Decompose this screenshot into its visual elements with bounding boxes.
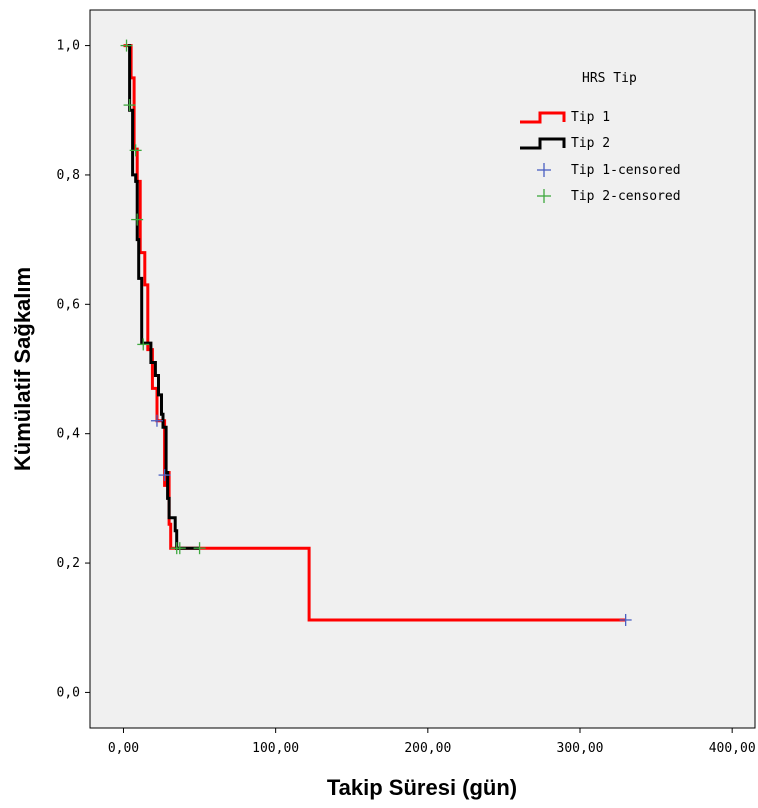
censor-marker-tip-2 bbox=[137, 338, 150, 351]
legend-marker-tip-1-censored bbox=[537, 163, 551, 177]
censor-marker-tip-1 bbox=[619, 613, 632, 626]
legend-swatch-tip-1 bbox=[520, 111, 566, 124]
legend: HRS Tip Tip 1 Tip 2 Tip 1-censored Tip 2… bbox=[520, 71, 681, 204]
y-tick-label: 0,0 bbox=[57, 685, 80, 700]
y-tick-label: 1,0 bbox=[57, 39, 80, 54]
censor-marker-tip-1 bbox=[150, 414, 163, 427]
censor-marker-tip-1 bbox=[158, 469, 171, 482]
censor-marker-tip-2 bbox=[123, 99, 136, 112]
x-tick-label: 200,00 bbox=[404, 741, 451, 756]
censor-marker-tip-2 bbox=[131, 213, 144, 226]
legend-swatch-tip-2 bbox=[520, 137, 566, 150]
y-tick-label: 0,2 bbox=[57, 556, 80, 571]
legend-label-tip-2: Tip 2 bbox=[571, 136, 610, 151]
survival-curve-tip-2 bbox=[128, 44, 200, 550]
legend-label-tip-1: Tip 1 bbox=[571, 110, 610, 125]
y-tick-label: 0,6 bbox=[57, 297, 80, 312]
x-axis-title: Takip Süresi (gün) bbox=[327, 775, 517, 800]
axes: 0,00 100,00 200,00 300,00 400,00 0,0 0,2 0,4 0,6… bbox=[57, 39, 756, 756]
y-tick-label: 0,8 bbox=[57, 168, 80, 183]
x-tick-label: 0,00 bbox=[108, 741, 139, 756]
legend-label-tip-1-censored: Tip 1-censored bbox=[571, 163, 681, 178]
censor-marker-tip-2 bbox=[193, 542, 206, 555]
legend-title: HRS Tip bbox=[582, 71, 637, 86]
x-tick-label: 300,00 bbox=[557, 741, 604, 756]
y-tick-label: 0,4 bbox=[57, 427, 81, 442]
censor-marker-tip-2 bbox=[173, 542, 186, 555]
legend-label-tip-2-censored: Tip 2-censored bbox=[571, 189, 681, 204]
x-tick-label: 100,00 bbox=[252, 741, 299, 756]
censor-marker-tip-2 bbox=[129, 144, 142, 157]
censor-layer bbox=[120, 39, 632, 626]
x-tick-label: 400,00 bbox=[709, 741, 756, 756]
y-axis-title: Kümülatif Sağkalım bbox=[10, 267, 35, 471]
plot-area bbox=[89, 9, 756, 729]
censor-marker-tip-2 bbox=[120, 39, 133, 52]
legend-marker-tip-2-censored bbox=[537, 189, 551, 203]
